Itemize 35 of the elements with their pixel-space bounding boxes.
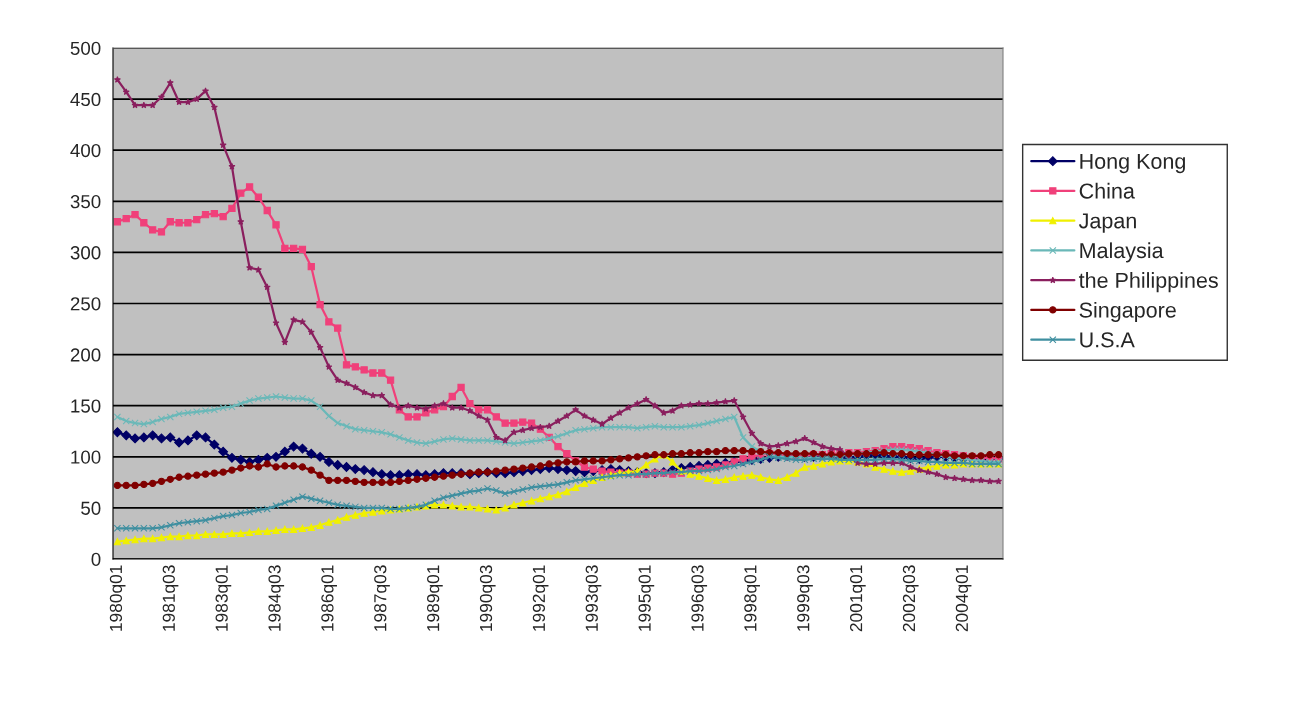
y-tick-label: 400 xyxy=(70,143,101,158)
y-tick-label: 250 xyxy=(70,297,101,311)
x-tick-label: 1986q01 xyxy=(321,565,337,631)
x-tick-label: 1990q03 xyxy=(479,565,496,631)
x-tick-label: 1983q01 xyxy=(215,565,232,631)
x-tick-label: 1984q03 xyxy=(268,565,285,631)
y-tick-label: 150 xyxy=(71,399,101,413)
x-tick-label: 1995q01 xyxy=(638,565,655,631)
y-tick-label: 350 xyxy=(70,195,101,209)
legend-label: Hong Kong xyxy=(1080,153,1185,174)
x-tick-label: 1987q03 xyxy=(374,565,390,631)
legend-label: China xyxy=(1079,182,1135,199)
x-tick-label: 2004q01 xyxy=(955,565,972,632)
y-tick-label: 50 xyxy=(81,501,101,515)
x-tick-label: 1999q03 xyxy=(797,565,813,631)
x-tick-label: 1993q03 xyxy=(585,565,602,631)
x-tick-label: 2001q01 xyxy=(849,565,866,632)
x-tick-label: 1992q01 xyxy=(532,565,549,631)
x-tick-label: 1989q01 xyxy=(427,565,443,631)
x-tick-label: 1980q01 xyxy=(109,565,126,631)
y-tick-label: 450 xyxy=(70,92,101,107)
y-tick-label: 500 xyxy=(70,41,101,55)
legend-label: the Philippines xyxy=(1078,272,1218,293)
y-tick-label: 100 xyxy=(71,450,101,464)
y-tick-label: 300 xyxy=(70,246,101,260)
y-tick-label: 0 xyxy=(91,552,101,566)
legend-label: U.S.A xyxy=(1080,332,1135,348)
legend-label: Malaysia xyxy=(1080,242,1164,263)
x-tick-label: 1998q01 xyxy=(744,565,760,631)
x-tick-label: 1981q03 xyxy=(162,565,179,631)
legend-label: Singapore xyxy=(1079,301,1176,322)
x-tick-label: 2002q03 xyxy=(902,565,919,632)
legend-label: Japan xyxy=(1078,213,1136,233)
x-tick-label: 1996q03 xyxy=(691,565,708,631)
y-tick-label: 200 xyxy=(70,348,101,362)
